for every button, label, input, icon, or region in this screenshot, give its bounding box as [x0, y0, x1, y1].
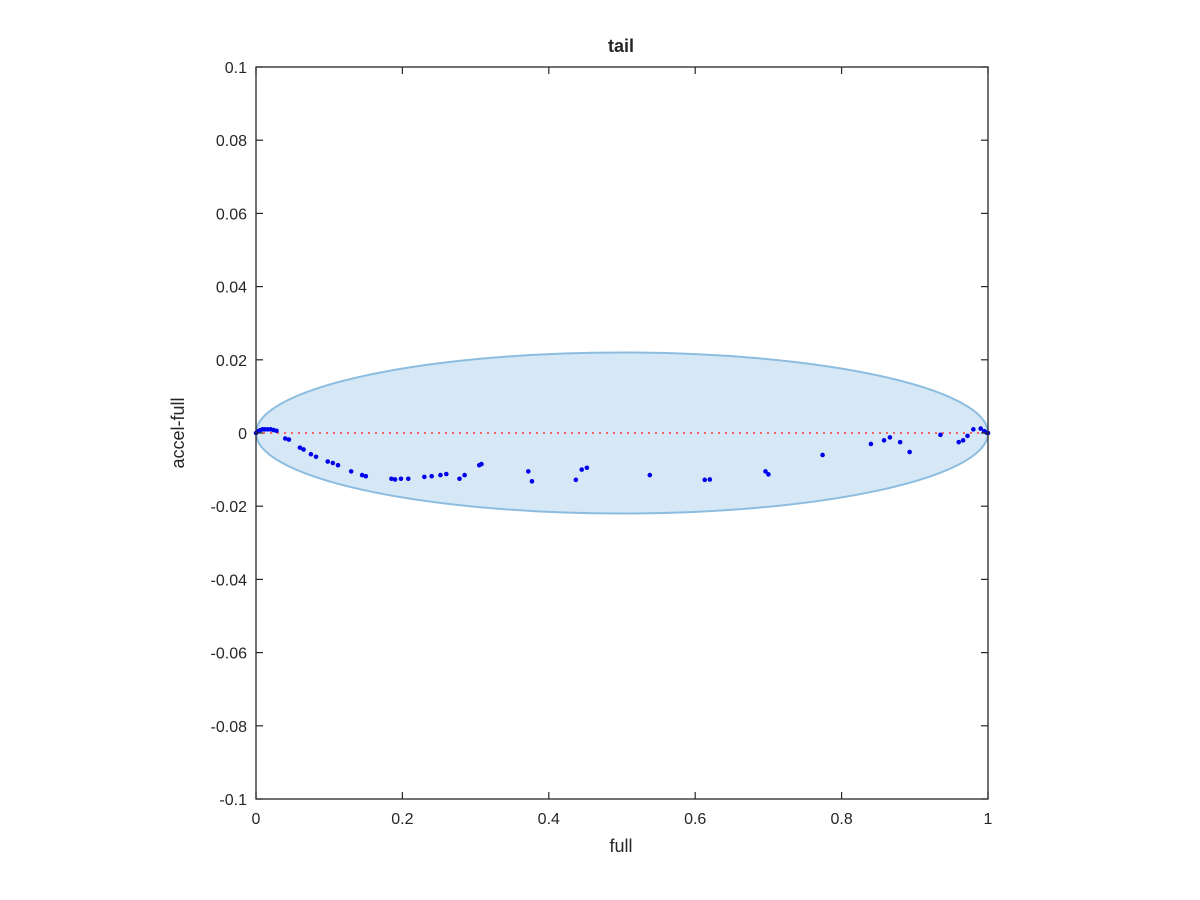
data-point: [938, 432, 943, 438]
data-point: [956, 439, 962, 445]
data-point: [392, 477, 398, 482]
chart-title: tail: [608, 36, 634, 56]
y-tick-label: 0.1: [225, 60, 247, 77]
data-point: [462, 472, 467, 478]
y-tick-label: -0.1: [219, 792, 247, 809]
data-point: [359, 472, 365, 478]
y-tick-label: 0.04: [216, 280, 247, 297]
x-tick-label: 0: [252, 811, 261, 828]
data-point: [429, 473, 434, 479]
data-point: [707, 477, 713, 482]
x-tick-label: 0.8: [830, 811, 852, 828]
data-point: [297, 445, 303, 450]
y-tick-label: 0: [238, 426, 247, 443]
data-point: [881, 438, 887, 443]
data-point: [330, 460, 336, 466]
data-point: [308, 451, 314, 457]
data-point: [348, 469, 354, 474]
data-point: [907, 449, 912, 455]
x-axis-ticks: 0 0.2 0.4 0.6 0.8 1: [252, 67, 993, 828]
data-point: [389, 476, 394, 482]
y-axis-label: accel-full: [168, 397, 188, 468]
data-point: [573, 477, 579, 483]
x-tick-label: 0.6: [684, 811, 706, 828]
data-point: [282, 436, 288, 441]
x-tick-label: 0.4: [538, 811, 560, 828]
data-point: [363, 473, 369, 479]
data-point: [584, 465, 590, 471]
data-point: [335, 462, 341, 468]
y-tick-label: -0.02: [211, 499, 248, 516]
data-point: [526, 469, 531, 474]
data-point: [965, 433, 970, 439]
data-point: [960, 438, 966, 443]
x-axis-label: full: [609, 836, 632, 856]
y-tick-label: -0.04: [211, 572, 248, 589]
data-point: [405, 476, 411, 482]
data-point: [971, 427, 976, 432]
data-point: [579, 467, 585, 472]
data-point: [647, 472, 653, 478]
data-point: [887, 435, 893, 440]
y-tick-label: 0.06: [216, 206, 247, 223]
data-point: [274, 428, 279, 434]
data-point: [325, 459, 331, 464]
data-point: [301, 447, 306, 452]
data-point: [457, 476, 462, 482]
data-point: [868, 441, 874, 447]
data-point: [978, 426, 983, 431]
y-axis-ticks: 0.1 0.08 0.06 0.04 0.02 0 -0.02 -0.04 -0.06 -0.08…: [211, 60, 988, 809]
data-point: [479, 461, 484, 467]
data-point: [763, 469, 768, 474]
data-point: [313, 454, 319, 460]
x-tick-label: 1: [984, 811, 993, 828]
data-point: [897, 439, 903, 445]
data-point: [820, 452, 825, 458]
y-tick-label: -0.06: [211, 646, 248, 663]
x-tick-label: 0.2: [391, 811, 413, 828]
data-point: [422, 474, 427, 480]
data-point: [438, 472, 443, 478]
data-point: [702, 477, 708, 483]
data-point: [286, 437, 292, 442]
y-tick-label: 0.08: [216, 133, 247, 150]
data-point: [529, 479, 535, 484]
data-point: [444, 471, 449, 477]
data-point: [766, 472, 771, 477]
y-tick-label: -0.08: [211, 719, 248, 736]
y-tick-label: 0.02: [216, 353, 247, 370]
data-points-layer: [253, 426, 991, 484]
data-point: [398, 476, 404, 482]
